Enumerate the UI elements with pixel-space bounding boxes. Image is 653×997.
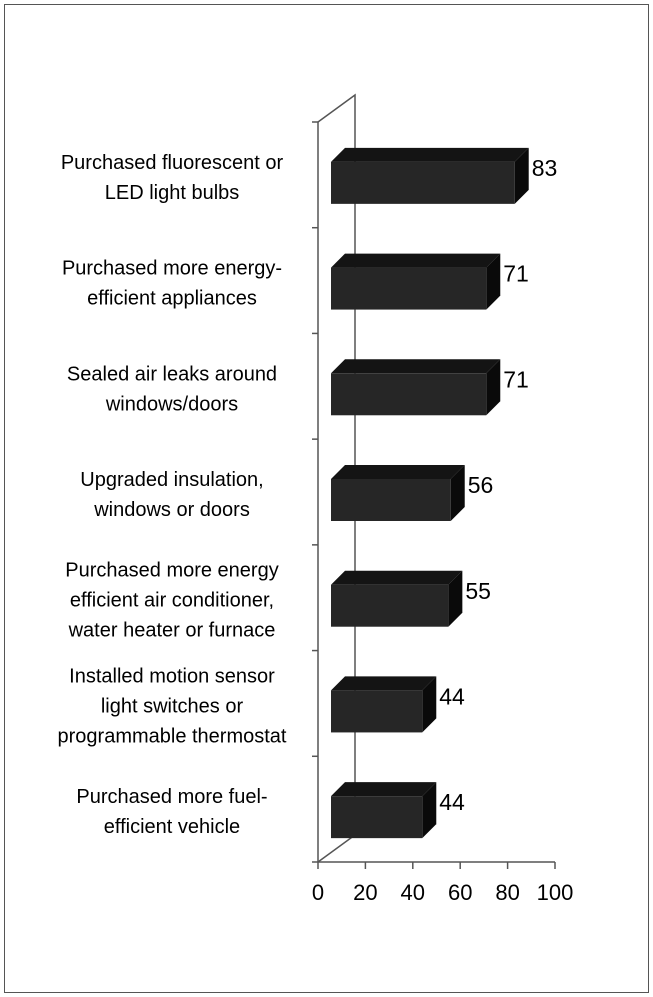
category-label: Sealed air leaks around windows/doors	[67, 364, 277, 416]
category-label-line: windows/doors	[105, 394, 238, 416]
data-label: 71	[503, 366, 529, 392]
chart-frame	[4, 4, 649, 993]
bar	[331, 465, 465, 521]
category-label-line: Purchased more energy	[65, 560, 278, 582]
x-tick-label: 80	[495, 880, 519, 905]
bar-side-face	[422, 782, 437, 839]
data-label: 71	[503, 261, 529, 287]
bar-top-face	[331, 570, 463, 585]
bar-top-face	[331, 676, 437, 691]
x-tick-label: 0	[312, 880, 324, 905]
category-label-line: Purchased more energy-	[62, 258, 282, 280]
data-label: 44	[439, 789, 465, 815]
bar-front-face	[331, 373, 487, 416]
category-label-line: Installed motion sensor	[69, 666, 275, 688]
bar-side-face	[514, 147, 529, 204]
x-tick-label: 40	[401, 880, 425, 905]
bar-front-face	[331, 796, 423, 839]
category-label: Purchased more energy-efficient applianc…	[62, 258, 282, 310]
category-label: Purchased fluorescent or LED light bulbs	[61, 152, 284, 204]
bar-top-face	[331, 465, 465, 479]
category-label-line: light switches or	[101, 696, 244, 718]
bar	[331, 147, 529, 204]
bar-front-face	[331, 479, 451, 521]
bar-front-face	[331, 584, 449, 627]
bar-top-face	[331, 359, 501, 374]
category-label-line: programmable thermostat	[58, 726, 287, 748]
category-label-line: water heater or furnace	[68, 620, 276, 642]
data-label: 83	[532, 155, 558, 181]
category-label-line: LED light bulbs	[105, 182, 240, 204]
data-label: 56	[468, 472, 494, 498]
bar-side-face	[486, 359, 501, 416]
bar-side-face	[422, 676, 437, 733]
x-tick-label: 60	[448, 880, 472, 905]
category-label: Upgraded insulation, windows or doors	[80, 469, 263, 521]
category-label: Purchased more fuel-efficient vehicle	[76, 786, 267, 838]
bar-side-face	[450, 465, 465, 521]
x-tick-label: 20	[353, 880, 377, 905]
category-label-line: efficient vehicle	[104, 816, 240, 838]
bar	[331, 570, 463, 627]
category-label-line: windows or doors	[93, 499, 250, 521]
bar-front-face	[331, 267, 487, 310]
bar-side-face	[448, 570, 463, 627]
bar-top-face	[331, 782, 437, 797]
category-label-line: Purchased fluorescent or	[61, 152, 284, 174]
bar-front-face	[331, 690, 423, 733]
category-label-line: efficient air conditioner,	[70, 590, 274, 612]
bar	[331, 782, 437, 839]
x-tick-label: 100	[537, 880, 574, 905]
category-label: Purchased more energy efficient air condi…	[65, 560, 278, 642]
bar	[331, 359, 501, 416]
bar	[331, 676, 437, 733]
data-label: 44	[439, 684, 465, 710]
category-label: Installed motion sensor light switches or…	[58, 666, 287, 748]
labels: 0 20 40 60 80 100 83 Purchased fluorescent or LE…	[58, 152, 574, 905]
category-label-line: Sealed air leaks around	[67, 364, 277, 386]
bar-front-face	[331, 161, 515, 204]
bar-top-face	[331, 253, 501, 268]
category-label-line: Upgraded insulation,	[80, 469, 263, 491]
category-label-line: efficient appliances	[87, 288, 257, 310]
bars	[331, 147, 529, 839]
bar	[331, 253, 501, 310]
category-label-line: Purchased more fuel-	[76, 786, 267, 808]
bar-top-face	[331, 147, 529, 162]
bar-side-face	[486, 253, 501, 310]
data-label: 55	[465, 578, 491, 604]
